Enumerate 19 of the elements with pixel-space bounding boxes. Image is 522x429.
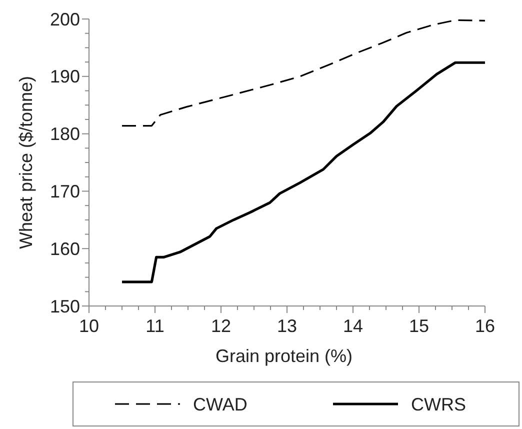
x-tick-label: 14 [342,316,364,336]
y-tick-label: 150 [50,296,80,316]
legend-label: CWRS [411,394,466,414]
x-tick-label: 12 [210,316,232,336]
y-tick-label: 160 [50,238,80,259]
x-axis-title: Grain protein (%) [215,346,353,366]
x-tick-label: 11 [146,316,164,336]
line-series [120,61,486,284]
x-tick-label: 16 [474,316,496,336]
x-tick-label: 15 [408,316,430,336]
line-series [121,19,486,127]
x-tick-label: 10 [78,316,100,336]
x-tick-label: 13 [276,316,298,336]
y-tick-label: 190 [50,66,80,87]
y-tick-label: 180 [50,124,80,144]
y-tick-label: 170 [50,182,80,202]
y-tick-label: 200 [50,9,80,30]
y-axis-title: Wheat price ($/tonne) [16,76,36,250]
legend-label: CWAD [193,394,248,414]
